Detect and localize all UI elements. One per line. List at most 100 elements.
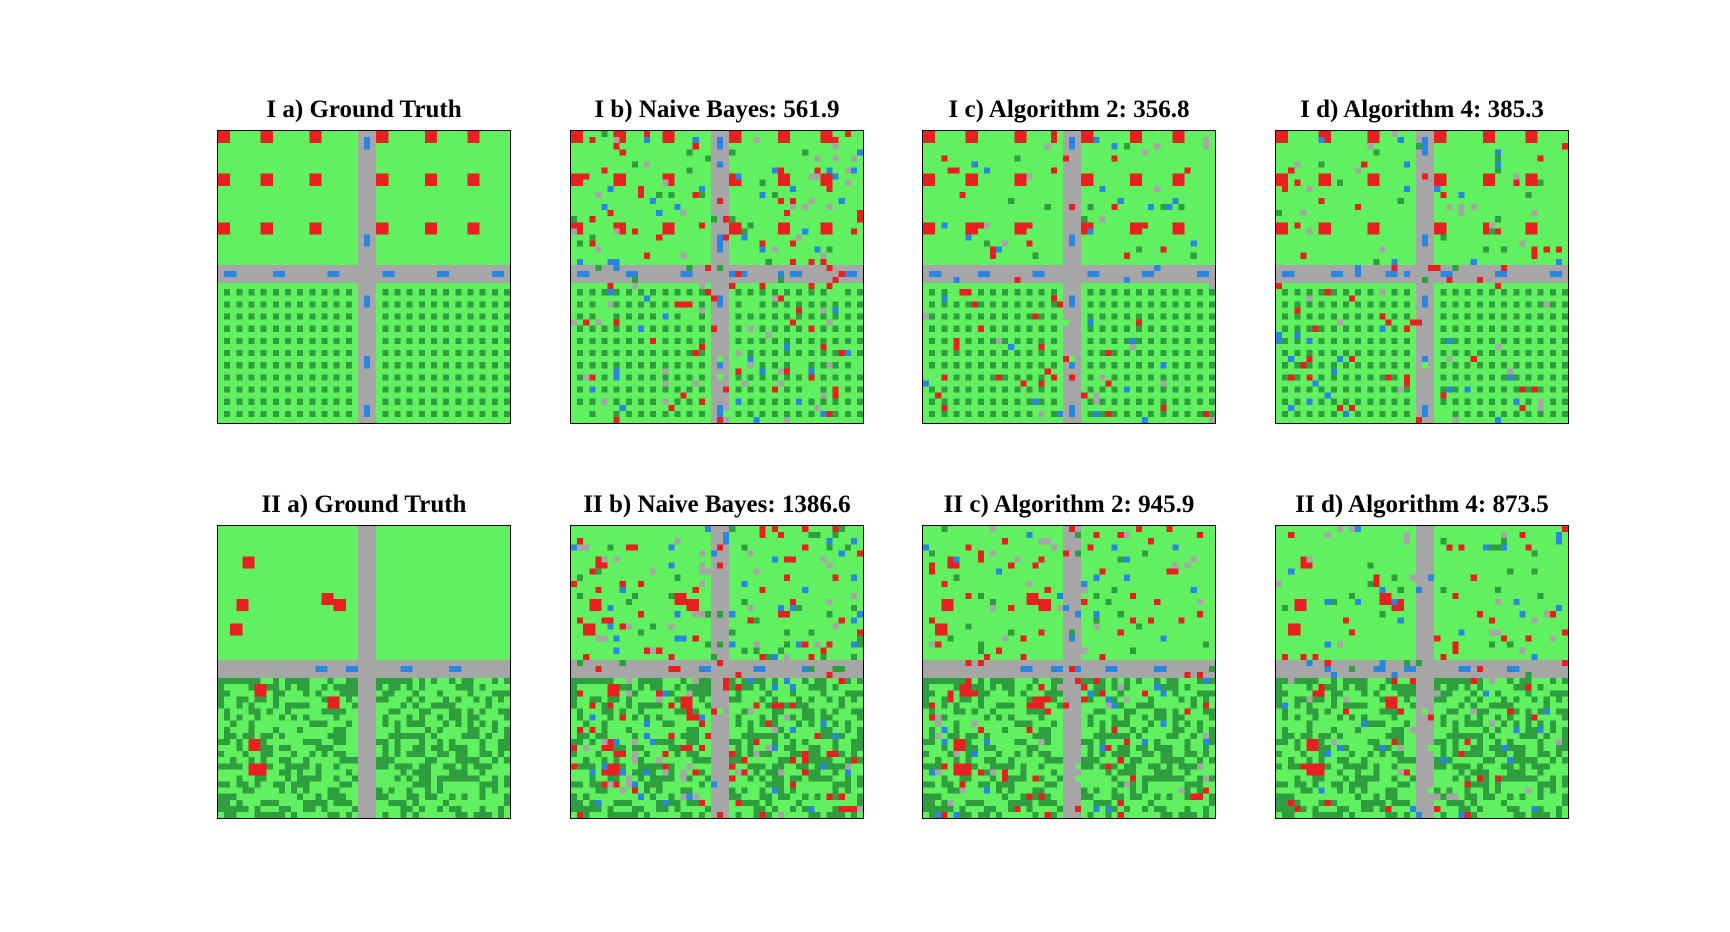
map-cell [1142,659,1149,666]
map-cell [1318,264,1325,271]
map-cell [674,665,681,672]
map-cell [735,179,742,186]
map-cell [704,702,711,709]
map-cell [753,702,760,709]
map-cell [1069,137,1076,144]
map-cell [613,362,620,369]
map-cell [357,301,364,308]
map-cell [735,714,742,721]
map-cell [1349,404,1356,411]
map-cell [1525,137,1532,144]
map-cell [388,277,395,284]
map-cell [1062,416,1069,423]
map-cell [1312,277,1319,284]
map-cell [1135,659,1142,666]
map-cell [710,289,717,296]
map-cell [449,793,456,800]
map-cell [479,386,486,393]
map-cell [680,732,687,739]
map-cell [1099,410,1106,417]
map-cell [947,167,954,174]
map-cell [808,775,815,782]
map-cell [1561,398,1568,405]
map-cell [747,665,754,672]
map-cell [686,684,693,691]
map-cell [333,684,340,691]
map-cell [1324,131,1331,138]
map-cell [959,277,966,284]
map-cell [704,659,711,666]
map-cell [613,738,620,745]
map-cell [1044,538,1051,545]
map-cell [430,374,437,381]
map-cell [1117,665,1124,672]
map-cell [242,270,249,277]
map-cell [1482,228,1489,235]
map-cell [1415,149,1422,156]
map-cell [364,696,371,703]
map-cell [717,204,724,211]
map-cell [710,811,717,818]
map-cell [1190,264,1197,271]
map-cell [1415,313,1422,320]
map-cell [674,301,681,308]
map-cell [674,696,681,703]
map-cell [1440,191,1447,198]
map-cell [929,562,936,569]
map-cell [977,350,984,357]
map-cell [723,325,730,332]
map-cell [941,313,948,320]
map-cell [1099,678,1106,685]
map-cell [1330,374,1337,381]
map-cell [850,708,857,715]
map-cell [777,277,784,284]
map-cell [771,714,778,721]
map-cell [479,410,486,417]
map-cell [850,696,857,703]
map-cell [583,173,590,180]
map-cell [1422,173,1429,180]
map-cell [370,167,377,174]
map-cell [723,726,730,733]
map-cell [1026,264,1033,271]
map-cell [577,386,584,393]
map-cell [723,538,730,545]
map-cell [832,313,839,320]
map-cell [1415,362,1422,369]
map-cell [1062,702,1069,709]
map-cell [637,301,644,308]
map-cell [370,410,377,417]
map-cell [796,720,803,727]
map-cell [1288,277,1295,284]
map-cell [686,398,693,405]
map-cell [1075,635,1082,642]
map-cell [1117,277,1124,284]
map-cell [1038,386,1045,393]
map-cell [1111,325,1118,332]
map-cell [965,362,972,369]
map-cell [783,137,790,144]
map-cell [729,526,736,533]
map-cell [790,240,797,247]
map-cell [272,781,279,788]
map-cell [619,131,626,138]
map-cell [1440,173,1447,180]
map-cell [1208,416,1215,423]
map-cell [248,732,255,739]
map-cell [1415,185,1422,192]
map-cell [717,751,724,758]
map-cell [723,380,730,387]
map-cell [637,264,644,271]
map-cell [242,605,249,612]
map-cell [1117,684,1124,691]
map-cell [662,659,669,666]
map-cell [1062,708,1069,715]
map-cell [601,289,608,296]
map-cell [1306,185,1313,192]
map-cell [224,374,231,381]
map-cell [297,763,304,770]
map-cell [1160,301,1167,308]
grid-map-frame [217,130,511,424]
map-cell [826,811,833,818]
map-cell [1075,191,1082,198]
